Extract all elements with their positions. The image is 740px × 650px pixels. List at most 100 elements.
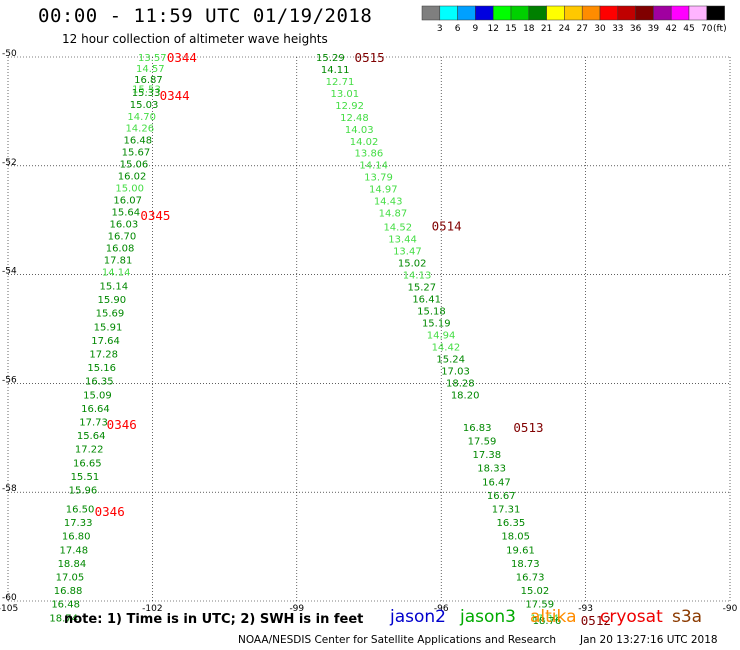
legend-label: 42 <box>665 24 676 34</box>
pass-time-label: 0513 <box>513 420 543 435</box>
credit-line: NOAA/NESDIS Center for Satellite Applica… <box>238 634 556 646</box>
lat-tick-label: -54 <box>2 267 17 277</box>
color-legend: 3 6 9 12 15 18 21 24 27 30 33 36 39 42 45 70 (ft) <box>421 5 727 34</box>
swh-value: 17.59 <box>525 600 554 611</box>
swh-value: 16.08 <box>106 243 135 254</box>
page-subtitle: 12 hour collection of altimeter wave hei… <box>62 32 328 46</box>
pass-time-label: 0514 <box>432 219 462 234</box>
pass-time-label: 0344 <box>160 88 190 103</box>
pass-time-label: 0515 <box>355 50 385 65</box>
lon-tick-label: -99 <box>289 604 304 614</box>
swh-value: 14.42 <box>432 342 461 353</box>
swh-value: 15.53 <box>132 85 161 96</box>
generated-timestamp: Jan 20 13:27:16 UTC 2018 <box>580 634 718 646</box>
swh-value: 14.70 <box>127 112 156 123</box>
swh-value: 18.28 <box>446 378 475 389</box>
swh-value: 16.73 <box>516 573 545 584</box>
swh-value: 14.13 <box>403 271 432 282</box>
legend-label: 3 <box>437 24 443 34</box>
swh-value: 16.67 <box>487 491 516 502</box>
legend-label: 21 <box>541 24 552 34</box>
swh-value: 13.57 <box>138 53 167 64</box>
swh-value: 15.00 <box>115 184 144 195</box>
swh-value: 15.16 <box>87 363 116 374</box>
swh-value: 16.65 <box>73 458 102 469</box>
swh-value: 14.26 <box>125 124 154 135</box>
swh-value: 15.19 <box>422 318 451 329</box>
swh-value: 16.83 <box>463 423 492 434</box>
swh-value: 15.03 <box>130 100 159 111</box>
swh-value: 16.41 <box>412 295 441 306</box>
legend-label: 27 <box>576 24 587 34</box>
lon-tick-label: -96 <box>434 604 449 614</box>
lat-tick-label: -50 <box>2 49 17 59</box>
swh-value: 16.02 <box>118 172 147 183</box>
swh-value: 17.05 <box>56 573 85 584</box>
swh-value: 15.14 <box>99 281 128 292</box>
legend-label: 30 <box>594 24 606 34</box>
swh-value: 18.73 <box>511 559 540 570</box>
swh-value: 17.81 <box>104 255 133 266</box>
swh-value: 18.74 <box>49 613 78 624</box>
legend-label: 15 <box>505 24 516 34</box>
swh-value: 12.71 <box>326 77 355 88</box>
swh-value: 15.27 <box>408 283 437 294</box>
swh-value: 13.47 <box>393 247 422 258</box>
lat-tick-label: -56 <box>2 375 17 385</box>
swh-value: 14.11 <box>321 65 350 76</box>
swh-value: 16.87 <box>134 75 163 86</box>
swh-value: 15.91 <box>94 322 123 333</box>
swh-value: 14.87 <box>379 209 408 220</box>
legend-label: 70 <box>701 24 713 34</box>
page-title: 00:00 - 11:59 UTC 01/19/2018 <box>38 5 373 27</box>
pass-time-label: 0345 <box>140 208 170 223</box>
swh-value: 16.35 <box>497 518 526 529</box>
swh-value: 17.33 <box>64 518 93 529</box>
swh-value: 14.14 <box>102 267 131 278</box>
legend-label: 9 <box>473 24 479 34</box>
swh-value: 17.59 <box>468 437 497 448</box>
satellite-label-altika: altika <box>530 607 577 627</box>
swh-value: 17.31 <box>492 505 521 516</box>
legend-swatch <box>706 5 725 21</box>
swh-value: 18.20 <box>451 390 480 401</box>
legend-label: 18 <box>523 24 535 34</box>
swh-value: 13.01 <box>330 89 359 100</box>
lon-tick-label: -93 <box>578 604 593 614</box>
lon-tick-label: -90 <box>723 604 738 614</box>
swh-value: 17.38 <box>472 450 501 461</box>
swh-value: 16.47 <box>482 477 511 488</box>
legend-label: 39 <box>648 24 660 34</box>
swh-value: 15.18 <box>417 307 446 318</box>
legend-label: 45 <box>683 24 694 34</box>
swh-value: 16.35 <box>85 377 114 388</box>
swh-value: 14.97 <box>369 185 398 196</box>
legend-label: 36 <box>630 24 642 34</box>
swh-value: 18.76 <box>533 616 562 627</box>
satellite-label-s3a: s3a <box>672 607 703 627</box>
satellite-label-jason2: jason2 <box>390 607 446 627</box>
lat-tick-label: -58 <box>2 484 17 494</box>
swh-value: 15.96 <box>69 485 98 496</box>
swh-value: 15.09 <box>83 390 112 401</box>
swh-value: 14.94 <box>427 330 456 341</box>
swh-value: 16.88 <box>54 586 83 597</box>
lon-tick-label: -102 <box>142 604 162 614</box>
satellite-label-jason3: jason3 <box>460 607 516 627</box>
swh-value: 15.64 <box>111 207 140 218</box>
footer-note: note: 1) Time is in UTC; 2) SWH is in fe… <box>64 612 364 627</box>
swh-value: 16.64 <box>81 404 110 415</box>
swh-value: 14.57 <box>136 64 165 75</box>
swh-value: 14.14 <box>359 161 388 172</box>
swh-value: 15.67 <box>122 148 151 159</box>
legend-label: 12 <box>487 24 498 34</box>
swh-value: 18.05 <box>501 532 530 543</box>
swh-value: 16.07 <box>113 196 142 207</box>
swh-value: 14.03 <box>345 125 374 136</box>
swh-value: 15.90 <box>98 295 127 306</box>
swh-value: 18.33 <box>477 464 506 475</box>
swh-value: 19.61 <box>506 545 535 556</box>
swh-value: 16.70 <box>108 231 137 242</box>
swh-value: 12.92 <box>335 101 364 112</box>
swh-value: 16.03 <box>110 219 139 230</box>
